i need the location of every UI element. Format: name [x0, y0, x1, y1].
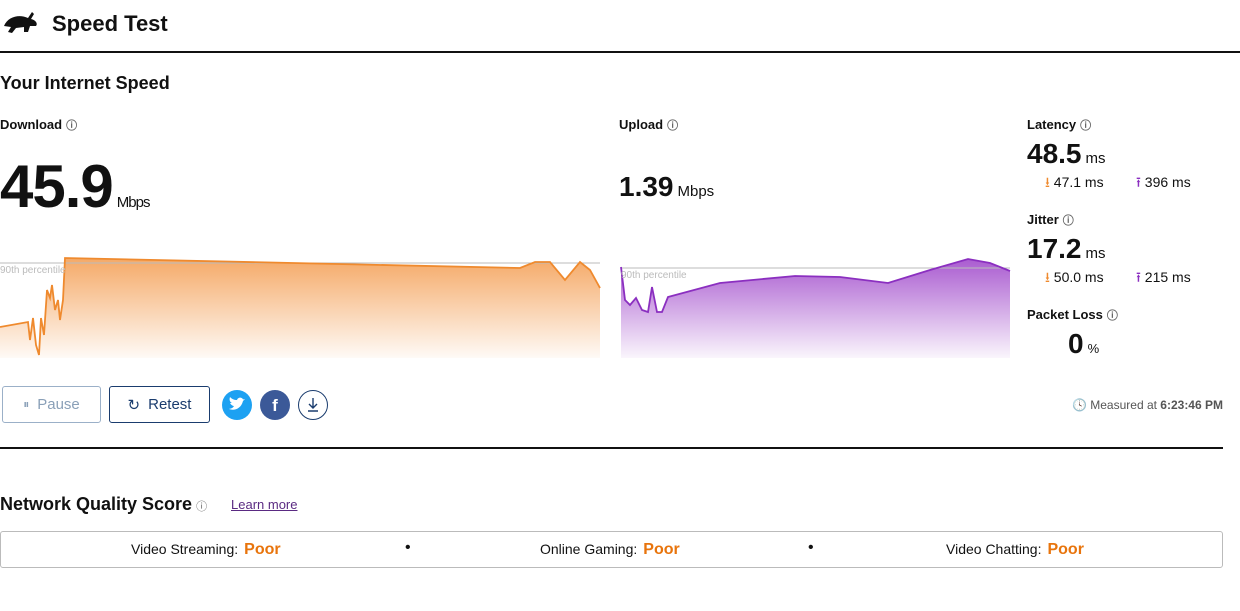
- jitter-up: ⭱ 215 ms: [1136, 269, 1191, 285]
- packet-loss-value: 0%: [1068, 328, 1099, 360]
- measured-at: 🕓 Measured at 6:23:46 PM: [1071, 398, 1223, 412]
- quality-item: Video Chatting: Poor: [946, 541, 1084, 559]
- quality-item: Video Streaming: Poor: [131, 541, 281, 559]
- download-value: 45.9 Mbps: [0, 152, 151, 221]
- jitter-label: Jitter ⓘ: [1027, 212, 1074, 227]
- speed-graphs: [0, 257, 1011, 358]
- divider: [0, 447, 1223, 449]
- label: Online Gaming:: [540, 541, 638, 557]
- app-title: Speed Test: [52, 11, 168, 36]
- separator: •: [405, 539, 411, 556]
- jitter-down: ⭳ 50.0 ms: [1045, 269, 1104, 285]
- latency-down: ⭳ 47.1 ms: [1045, 174, 1104, 190]
- unit: Mbps: [677, 183, 715, 200]
- quality-title: Network Quality Score ⓘ: [0, 494, 208, 514]
- value: Poor: [1047, 541, 1084, 558]
- value: 45.9: [0, 153, 114, 220]
- time: 6:23:46 PM: [1160, 398, 1223, 412]
- latency-value: 48.5 ms: [1027, 138, 1106, 170]
- svg-text:f: f: [272, 396, 278, 415]
- jitter-value: 17.2 ms: [1027, 233, 1106, 265]
- facebook-button[interactable]: [260, 390, 290, 420]
- label: Download: [0, 117, 63, 132]
- pause-button[interactable]: ⏸ Pause: [2, 386, 101, 423]
- label: Measured at: [1090, 398, 1157, 412]
- value: 17.2: [1027, 233, 1082, 264]
- label: Jitter: [1027, 212, 1059, 227]
- unit: ms: [1085, 245, 1106, 262]
- value: Poor: [244, 541, 281, 558]
- value: 50.0 ms: [1053, 269, 1104, 285]
- unit: ms: [1085, 150, 1106, 167]
- unit: %: [1087, 341, 1100, 356]
- upload-label: Upload ⓘ: [619, 117, 679, 132]
- percentile-label: 90th percentile: [0, 265, 66, 276]
- label: Video Streaming:: [131, 541, 239, 557]
- value: 48.5: [1027, 138, 1082, 169]
- value: 396 ms: [1144, 174, 1191, 190]
- label: Retest: [148, 396, 192, 413]
- value: 0: [1068, 328, 1084, 359]
- upload-value: 1.39 Mbps: [619, 171, 714, 203]
- share-buttons: f: [222, 390, 328, 420]
- unit: Mbps: [116, 194, 151, 211]
- quality-item: Online Gaming: Poor: [540, 541, 680, 559]
- latency-label: Latency ⓘ: [1027, 117, 1092, 132]
- section-title: Your Internet Speed: [0, 73, 170, 93]
- value: 47.1 ms: [1053, 174, 1104, 190]
- separator: •: [808, 539, 814, 556]
- value: Poor: [643, 541, 680, 558]
- value: 215 ms: [1144, 269, 1191, 285]
- download-label: Download ⓘ: [0, 117, 78, 132]
- percentile-label: 90th percentile: [621, 270, 687, 281]
- label: Latency: [1027, 117, 1077, 132]
- packet-loss-label: Packet Loss ⓘ: [1027, 307, 1118, 322]
- learn-more-link[interactable]: Learn more: [231, 497, 298, 512]
- title: Network Quality Score: [0, 494, 193, 514]
- label: Video Chatting:: [946, 541, 1042, 557]
- label: Packet Loss: [1027, 307, 1103, 322]
- label: Pause: [37, 396, 80, 413]
- divider: [0, 51, 1240, 53]
- quality-box: [0, 531, 1223, 568]
- value: 1.39: [619, 171, 674, 202]
- logo-icon: [4, 12, 37, 33]
- retest-button[interactable]: ↻ Retest: [109, 386, 210, 423]
- latency-up: ⭱ 396 ms: [1136, 174, 1191, 190]
- label: Upload: [619, 117, 664, 132]
